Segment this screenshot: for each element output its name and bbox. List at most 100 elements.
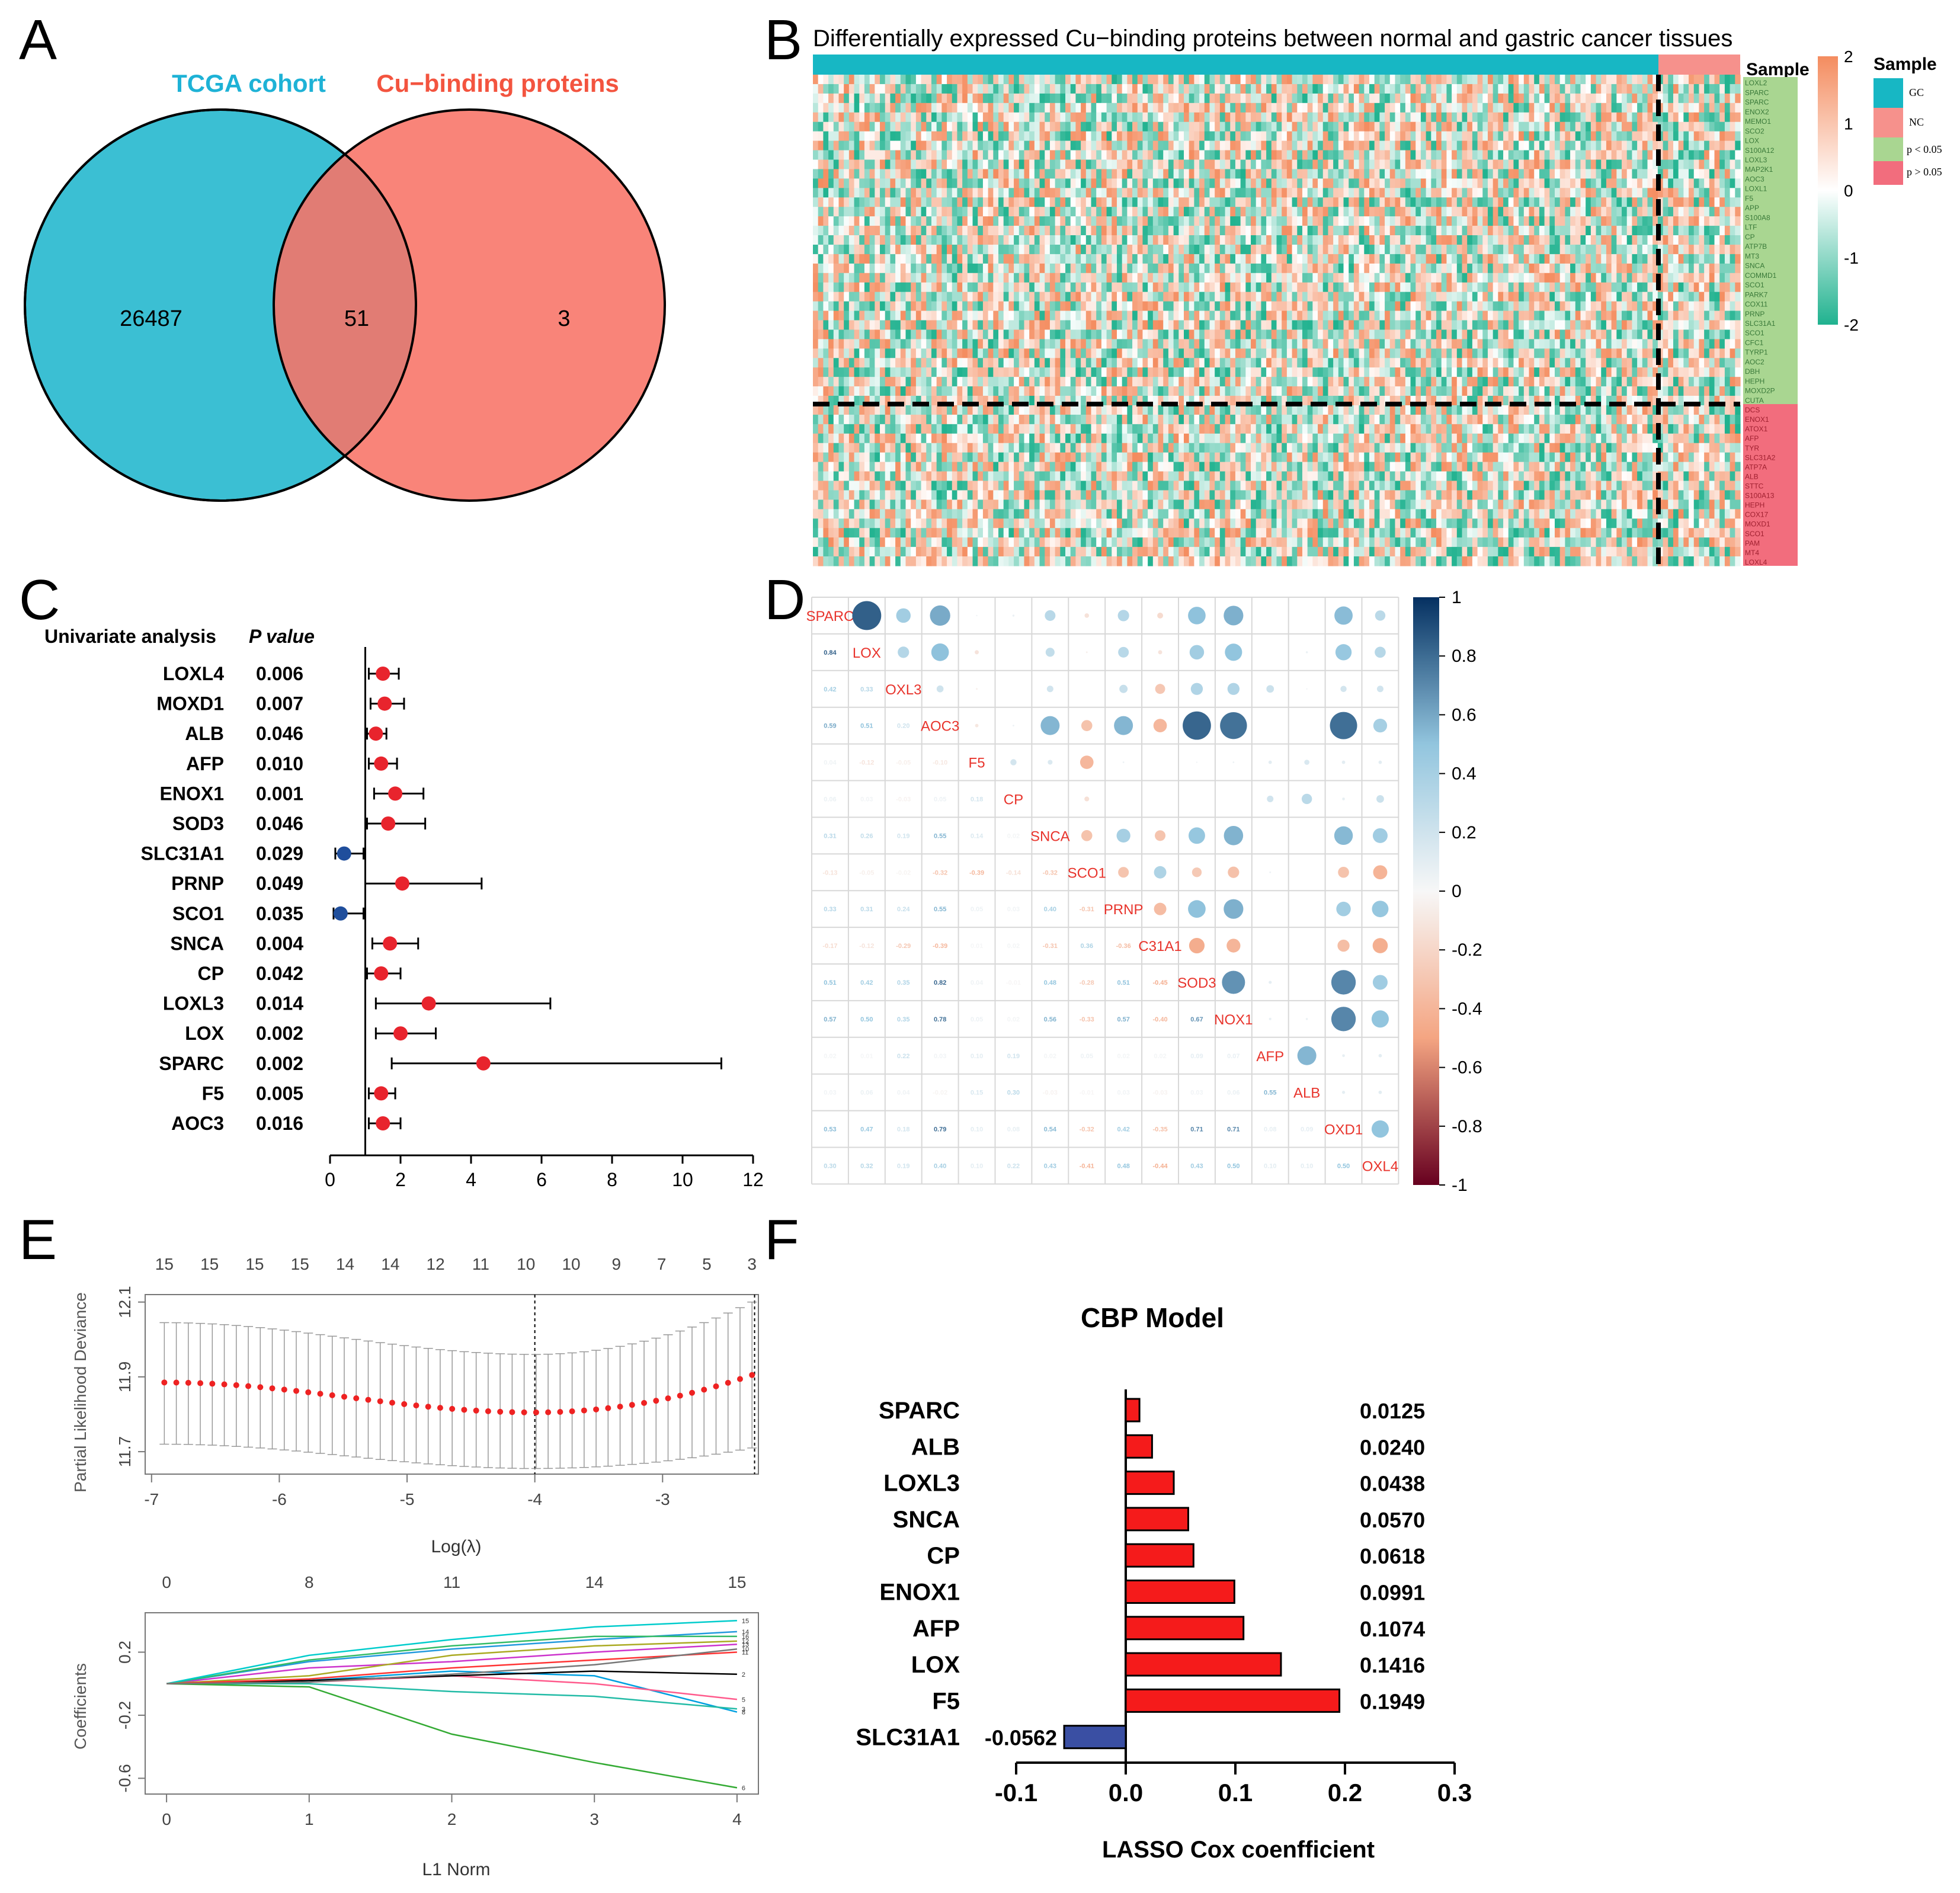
heatmap-cell [1699, 131, 1705, 142]
heatmap-cell [1523, 103, 1530, 113]
heatmap-cell [1663, 263, 1668, 274]
heatmap-cell [915, 282, 922, 293]
heatmap-cell [1642, 282, 1648, 293]
heatmap-cell [1199, 301, 1205, 312]
heatmap-cell [988, 93, 994, 104]
heatmap-cell [1405, 207, 1411, 217]
heatmap-cell [1626, 112, 1633, 123]
heatmap-cell [1070, 320, 1077, 331]
heatmap-cell [1060, 254, 1066, 264]
heatmap-cell [1724, 103, 1731, 113]
heatmap-cell [1559, 273, 1565, 283]
heatmap-cell [1045, 93, 1051, 104]
heatmap-cell [1256, 254, 1262, 264]
panel-label-a: A [19, 8, 57, 72]
heatmap-cell [1487, 282, 1494, 293]
heatmap-cell [1085, 103, 1092, 113]
heatmap-cell [838, 207, 844, 217]
heatmap-cell [1410, 112, 1416, 123]
heatmap-cell [1353, 329, 1360, 339]
heatmap-cell [941, 207, 947, 217]
heatmap-cell [1251, 178, 1257, 188]
heatmap-cell [1019, 235, 1025, 245]
heatmap-cell [1271, 197, 1277, 207]
heatmap-cell [1534, 320, 1540, 331]
heatmap-cell [1122, 178, 1128, 188]
heatmap-cell [1240, 150, 1246, 161]
heatmap-cell [1189, 320, 1194, 331]
heatmap-cell [1575, 254, 1581, 264]
heatmap-cell [1606, 93, 1612, 104]
heatmap-cell [1606, 254, 1612, 264]
heatmap-cell [1529, 263, 1535, 274]
heatmap-cell [1349, 121, 1354, 132]
heatmap-cell [1091, 282, 1097, 293]
heatmap-cell [1529, 235, 1535, 245]
heatmap-cell [1657, 140, 1664, 151]
heatmap-cell [833, 226, 840, 236]
heatmap-cell [1389, 131, 1396, 142]
heatmap-cell [1632, 197, 1638, 207]
heatmap-cell [1014, 112, 1020, 123]
heatmap-cell [1049, 84, 1056, 94]
heatmap-cell [1065, 235, 1071, 245]
heatmap-cell [1256, 121, 1262, 132]
heatmap-cell [1029, 93, 1035, 104]
heatmap-cell [1596, 197, 1602, 207]
heatmap-cell [1297, 207, 1303, 217]
heatmap-cell [1219, 244, 1226, 255]
heatmap-cell [1359, 84, 1365, 94]
heatmap-cell [1420, 235, 1427, 245]
heatmap-cell [1199, 207, 1205, 217]
heatmap-cell [1173, 112, 1179, 123]
heatmap-cell [1570, 75, 1576, 85]
heatmap-cell [1307, 84, 1313, 94]
heatmap-cell [1286, 75, 1293, 85]
heatmap-cell [1735, 159, 1741, 170]
heatmap-cell [1632, 235, 1638, 245]
heatmap-cell [1173, 84, 1179, 94]
heatmap-cell [1482, 207, 1488, 217]
heatmap-cell [1168, 263, 1174, 274]
heatmap-cell [1559, 140, 1565, 151]
heatmap-cell [1462, 140, 1468, 151]
heatmap-cell [1632, 244, 1638, 255]
heatmap-cell [972, 112, 978, 123]
heatmap-cell [988, 188, 994, 198]
heatmap-cell [1199, 254, 1205, 264]
heatmap-cell [1663, 178, 1668, 188]
heatmap-cell [1426, 235, 1431, 245]
heatmap-cell [1657, 263, 1664, 274]
heatmap-cell [1441, 254, 1447, 264]
heatmap-cell [1689, 159, 1695, 170]
heatmap-cell [1467, 301, 1473, 312]
heatmap-cell [1415, 216, 1421, 226]
heatmap-cell [1282, 329, 1288, 339]
heatmap-cell [1101, 103, 1107, 113]
heatmap-cell [993, 93, 999, 104]
heatmap-cell [1730, 84, 1735, 94]
heatmap-cell [1436, 207, 1442, 217]
heatmap-cell [1364, 226, 1370, 236]
heatmap-cell [1415, 188, 1421, 198]
heatmap-cell [1400, 159, 1406, 170]
heatmap-cell [1266, 159, 1272, 170]
heatmap-cell [813, 169, 819, 179]
heatmap-cell [931, 273, 937, 283]
heatmap-cell [1379, 226, 1385, 236]
heatmap-cell [1652, 254, 1658, 264]
heatmap-cell [1611, 103, 1617, 113]
heatmap-cell [1493, 282, 1498, 293]
heatmap-cell [1683, 188, 1689, 198]
heatmap-cell [978, 226, 984, 236]
heatmap-cell [1276, 216, 1282, 226]
heatmap-cell [915, 169, 922, 179]
heatmap-cell [1436, 112, 1442, 123]
heatmap-cell [1452, 254, 1458, 264]
heatmap-cell [1302, 84, 1308, 94]
heatmap-cell [1240, 216, 1246, 226]
heatmap-cell [1318, 112, 1324, 123]
heatmap-cell [1663, 169, 1668, 179]
heatmap-cell [1152, 292, 1159, 302]
heatmap-cell [1642, 159, 1648, 170]
